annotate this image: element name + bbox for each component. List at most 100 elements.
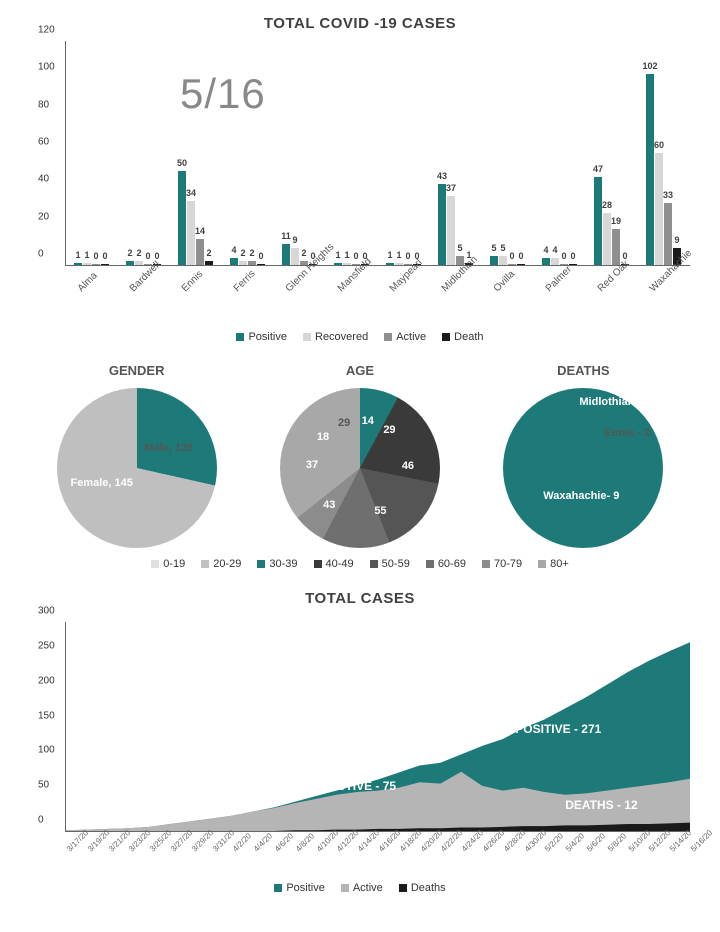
deaths-pie-block: DEATHS Midlothian- 1Ennis - 2Waxahachie-… bbox=[503, 363, 663, 548]
bar: 5 bbox=[499, 256, 507, 265]
bar-group: 1100Alma bbox=[74, 263, 109, 265]
x-date-label: 3/27/20 bbox=[169, 828, 194, 853]
area-chart-legend: PositiveActiveDeaths bbox=[25, 882, 695, 894]
legend-item: Recovered bbox=[303, 331, 368, 343]
bar: 0 bbox=[569, 264, 577, 265]
bar: 5 bbox=[490, 256, 498, 265]
bar-group: 5500Ovilla bbox=[490, 256, 525, 265]
x-date-label: 4/12/20 bbox=[335, 828, 360, 853]
x-date-label: 4/18/20 bbox=[398, 828, 423, 853]
bar-group: 4728190Red Oak bbox=[594, 177, 629, 265]
x-date-label: 3/19/20 bbox=[86, 828, 111, 853]
city-label: Ennis bbox=[180, 269, 205, 294]
x-date-label: 4/8/20 bbox=[294, 831, 316, 853]
legend-item: Deaths bbox=[399, 882, 446, 894]
bar: 14 bbox=[196, 239, 204, 265]
y-tick: 100 bbox=[38, 62, 55, 73]
bar-value-label: 14 bbox=[195, 226, 205, 236]
bar-value-label: 1 bbox=[75, 250, 80, 260]
bar-value-label: 102 bbox=[642, 61, 657, 71]
x-date-label: 5/16/20 bbox=[689, 828, 714, 853]
bar: 0 bbox=[257, 264, 265, 265]
bar: 1 bbox=[395, 263, 403, 265]
bar-value-label: 2 bbox=[249, 248, 254, 258]
bar-value-label: 1 bbox=[335, 250, 340, 260]
total-cases-area-chart: 0501001502002503003/17/203/19/203/21/203… bbox=[25, 617, 695, 877]
bar: 4 bbox=[230, 258, 238, 266]
bar-group: 11920Glenn Heights bbox=[282, 244, 317, 265]
legend-swatch bbox=[151, 560, 159, 568]
x-date-label: 3/17/20 bbox=[65, 828, 90, 853]
x-date-label: 5/4/20 bbox=[564, 831, 586, 853]
legend-swatch bbox=[341, 884, 349, 892]
x-date-label: 4/16/20 bbox=[377, 828, 402, 853]
bar: 102 bbox=[646, 74, 654, 265]
bar-value-label: 0 bbox=[102, 251, 107, 261]
x-date-label: 5/12/20 bbox=[647, 828, 672, 853]
age-pie: 1429465543371829 bbox=[280, 388, 440, 548]
legend-swatch bbox=[384, 333, 392, 341]
bar-group: 4400Palmer bbox=[542, 258, 577, 266]
bar-value-label: 0 bbox=[570, 251, 575, 261]
bar-value-label: 0 bbox=[258, 251, 263, 261]
city-label: Alma bbox=[76, 270, 100, 294]
y-tick: 250 bbox=[38, 640, 55, 651]
total-cases-bar-chart: 5/16 0204060801001201100Alma2200Bardwell… bbox=[25, 36, 695, 326]
pie-slice-label: 55 bbox=[374, 505, 386, 517]
x-date-label: 5/14/20 bbox=[668, 828, 693, 853]
legend-swatch bbox=[201, 560, 209, 568]
bar-value-label: 0 bbox=[518, 251, 523, 261]
total-cases-title: TOTAL CASES bbox=[25, 590, 695, 607]
pie-slice-label: 14 bbox=[362, 415, 374, 427]
bar-value-label: 11 bbox=[281, 231, 291, 241]
y-tick: 200 bbox=[38, 675, 55, 686]
x-date-label: 4/24/20 bbox=[460, 828, 485, 853]
x-date-label: 4/28/20 bbox=[502, 828, 527, 853]
bar: 2 bbox=[248, 261, 256, 265]
legend-swatch bbox=[274, 884, 282, 892]
bar: 0 bbox=[101, 264, 109, 265]
x-date-label: 3/21/20 bbox=[107, 828, 132, 853]
x-date-label: 3/23/20 bbox=[127, 828, 152, 853]
bar: 28 bbox=[603, 213, 611, 266]
city-label: Mansfield bbox=[336, 256, 374, 294]
age-legend: 0-1920-2930-3940-4950-5960-6970-7980+ bbox=[25, 558, 695, 570]
legend-swatch bbox=[426, 560, 434, 568]
bar: 1 bbox=[334, 263, 342, 265]
x-date-label: 3/29/20 bbox=[190, 828, 215, 853]
x-date-label: 5/10/20 bbox=[627, 828, 652, 853]
age-title: AGE bbox=[280, 363, 440, 378]
bar-group: 5034142Ennis bbox=[178, 171, 213, 265]
legend-item: Positive bbox=[236, 331, 287, 343]
bar: 0 bbox=[92, 264, 100, 265]
legend-swatch bbox=[482, 560, 490, 568]
x-date-label: 3/25/20 bbox=[148, 828, 173, 853]
bar-group: 4220Ferris bbox=[230, 258, 265, 266]
gender-pie: Female, 145Male, 126 bbox=[57, 388, 217, 548]
bar-value-label: 1 bbox=[396, 250, 401, 260]
bar-value-label: 0 bbox=[509, 251, 514, 261]
legend-swatch bbox=[399, 884, 407, 892]
y-tick: 60 bbox=[38, 137, 49, 148]
y-tick: 300 bbox=[38, 606, 55, 617]
bar: 33 bbox=[664, 203, 672, 265]
bar-value-label: 2 bbox=[240, 248, 245, 258]
area-series-label: DEATHS - 12 bbox=[565, 798, 637, 812]
bar: 11 bbox=[282, 244, 290, 265]
x-date-label: 5/8/20 bbox=[606, 831, 628, 853]
bar-group: 433751Midlothian bbox=[438, 184, 473, 265]
bar: 4 bbox=[551, 258, 559, 266]
legend-item: Positive bbox=[274, 882, 325, 894]
y-tick: 50 bbox=[38, 780, 49, 791]
area-series-label: ACTIVE - 75 bbox=[328, 779, 396, 793]
pie-slice-label: 37 bbox=[306, 459, 318, 471]
y-tick: 20 bbox=[38, 211, 49, 222]
bar: 47 bbox=[594, 177, 602, 265]
x-date-label: 4/10/20 bbox=[315, 828, 340, 853]
legend-item: Death bbox=[442, 331, 483, 343]
bar-group: 2200Bardwell bbox=[126, 261, 161, 265]
legend-item: 50-59 bbox=[370, 558, 410, 570]
city-label: Ovilla bbox=[492, 269, 517, 294]
area-series-label: POSITIVE - 271 bbox=[515, 722, 601, 736]
bar: 43 bbox=[438, 184, 446, 265]
